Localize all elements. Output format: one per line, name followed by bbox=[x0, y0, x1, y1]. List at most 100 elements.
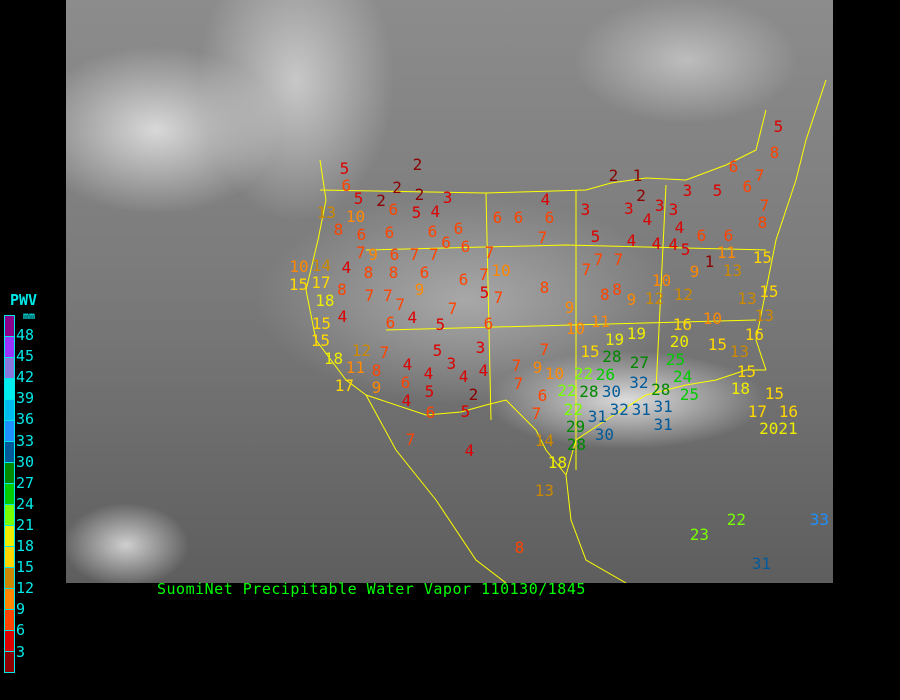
pwv-station-value: 15 bbox=[736, 361, 757, 381]
pwv-station-value: 5 bbox=[353, 189, 364, 209]
pwv-station-value: 7 bbox=[364, 286, 375, 305]
pwv-station-value: 6 bbox=[742, 177, 753, 196]
pwv-station-value: 14 bbox=[311, 255, 332, 275]
pwv-station-value: 8 bbox=[539, 278, 550, 297]
pwv-station-value: 4 bbox=[651, 234, 662, 253]
satellite-map bbox=[66, 0, 833, 583]
gulf-coast bbox=[565, 369, 766, 476]
east-coast bbox=[755, 79, 827, 371]
pwv-station-value: 2 bbox=[414, 185, 425, 205]
pwv-station-value: 2 bbox=[392, 178, 402, 197]
pwv-station-value: 22 bbox=[573, 363, 594, 383]
pwv-station-value: 10 bbox=[345, 206, 366, 226]
legend-unit: mm bbox=[23, 311, 36, 322]
pwv-station-value: 29 bbox=[565, 417, 586, 437]
pwv-station-value: 8 bbox=[514, 538, 525, 557]
legend-color-bin bbox=[5, 484, 14, 505]
pwv-station-value: 6 bbox=[696, 226, 707, 245]
pwv-station-value: 2 bbox=[468, 384, 479, 404]
pwv-station-value: 9 bbox=[368, 245, 378, 265]
legend-color-bin bbox=[5, 442, 14, 463]
pwv-station-value: 12 bbox=[351, 340, 372, 360]
pwv-station-value: 15 bbox=[310, 331, 331, 351]
pwv-station-value: 28 bbox=[579, 382, 599, 402]
pwv-station-value: 6 bbox=[427, 222, 438, 241]
pwv-station-value: 7 bbox=[493, 288, 504, 307]
pwv-station-value: 11 bbox=[716, 243, 737, 262]
pwv-station-value: 6 bbox=[356, 225, 367, 245]
pwv-station-value: 3 bbox=[475, 338, 486, 357]
pwv-station-value: 15 bbox=[580, 342, 600, 361]
pwv-station-value: 9 bbox=[689, 262, 700, 281]
pwv-station-value: 7 bbox=[379, 343, 390, 363]
pwv-station-value: 4 bbox=[337, 307, 348, 326]
pwv-station-value: 31 bbox=[653, 397, 673, 417]
pwv-station-value: 7 bbox=[513, 374, 524, 393]
pwv-station-value: 10 bbox=[702, 309, 723, 328]
pwv-station-value: 31 bbox=[751, 554, 772, 573]
pwv-station-value: 7 bbox=[593, 250, 604, 269]
pwv-station-value: 4 bbox=[407, 308, 418, 327]
pwv-station-value: 14 bbox=[534, 431, 555, 450]
pwv-station-value: 6 bbox=[544, 207, 555, 227]
legend-color-bin bbox=[5, 379, 14, 400]
pwv-station-value: 7 bbox=[484, 243, 495, 263]
pwv-station-value: 4 bbox=[674, 217, 685, 237]
pwv-station-value: 8 bbox=[757, 213, 768, 233]
map-title: SuomiNet Precipitable Water Vapor 110130… bbox=[157, 580, 586, 598]
pwv-station-value: 6 bbox=[441, 233, 451, 252]
pwv-station-value: 2 bbox=[636, 186, 646, 205]
legend-label: 24 bbox=[16, 494, 35, 513]
legend-label: 33 bbox=[16, 431, 35, 450]
pwv-station-value: 9 bbox=[626, 290, 637, 309]
pwv-station-value: 9 bbox=[371, 378, 382, 398]
pwv-station-value: 6 bbox=[728, 157, 739, 176]
pwv-station-value: 10 bbox=[651, 271, 672, 291]
legend-color-bin bbox=[5, 589, 14, 610]
pwv-station-value: 12 bbox=[673, 285, 694, 304]
pwv-station-value: 7 bbox=[613, 250, 624, 269]
pwv-station-value: 7 bbox=[395, 295, 405, 315]
pwv-station-value: 26 bbox=[595, 364, 616, 384]
pwv-station-value: 8 bbox=[612, 280, 622, 299]
pwv-station-value: 22 bbox=[726, 510, 747, 529]
pwv-station-value: 33 bbox=[809, 510, 830, 529]
legend-color-bin bbox=[5, 631, 14, 652]
mexico-gulf-coast bbox=[565, 474, 627, 583]
pwv-station-value: 2 bbox=[412, 155, 423, 174]
pwv-station-value: 31 bbox=[587, 407, 608, 427]
pwv-station-value: 32 bbox=[609, 399, 629, 419]
pwv-station-value: 16 bbox=[672, 314, 693, 334]
pwv-station-value: 16 bbox=[778, 401, 799, 421]
pwv-station-value: 31 bbox=[653, 414, 673, 434]
pwv-station-value: 2021 bbox=[759, 419, 798, 438]
pwv-station-value: 6 bbox=[483, 314, 494, 333]
pwv-station-value: 12 bbox=[644, 288, 665, 308]
pwv-station-value: 6 bbox=[389, 245, 400, 264]
pwv-station-value: 25 bbox=[679, 385, 700, 404]
pwv-station-value: 17 bbox=[747, 401, 768, 421]
pwv-station-value: 4 bbox=[430, 202, 441, 221]
legend-color-bin bbox=[5, 526, 14, 547]
pwv-station-value: 6 bbox=[341, 176, 352, 196]
pwv-station-value: 15 bbox=[311, 313, 332, 333]
pwv-station-value: 15 bbox=[288, 275, 309, 294]
pwv-station-value: 6 bbox=[492, 208, 503, 227]
pwv-station-value: 3 bbox=[682, 181, 693, 200]
pwv-station-value: 8 bbox=[363, 262, 374, 282]
pwv-station-value: 10 bbox=[544, 363, 565, 383]
pwv-station-value: 5 bbox=[411, 202, 422, 222]
pwv-station-value: 7 bbox=[383, 286, 393, 305]
pwv-station-value: 7 bbox=[511, 356, 522, 375]
pwv-station-value: 3 bbox=[442, 188, 453, 207]
pwv-station-value: 17 bbox=[311, 273, 331, 293]
west-coast bbox=[305, 159, 367, 396]
pwv-station-value: 8 bbox=[600, 285, 610, 304]
pwv-station-value: 13 bbox=[722, 260, 743, 280]
pwv-station-value: 8 bbox=[337, 280, 347, 299]
pwv-station-value: 15 bbox=[759, 282, 779, 301]
pwv-station-value: 11 bbox=[590, 312, 611, 332]
pwv-station-value: 1 bbox=[632, 166, 643, 185]
legend-label: 48 bbox=[16, 326, 35, 344]
pwv-station-value: 4 bbox=[668, 235, 679, 255]
